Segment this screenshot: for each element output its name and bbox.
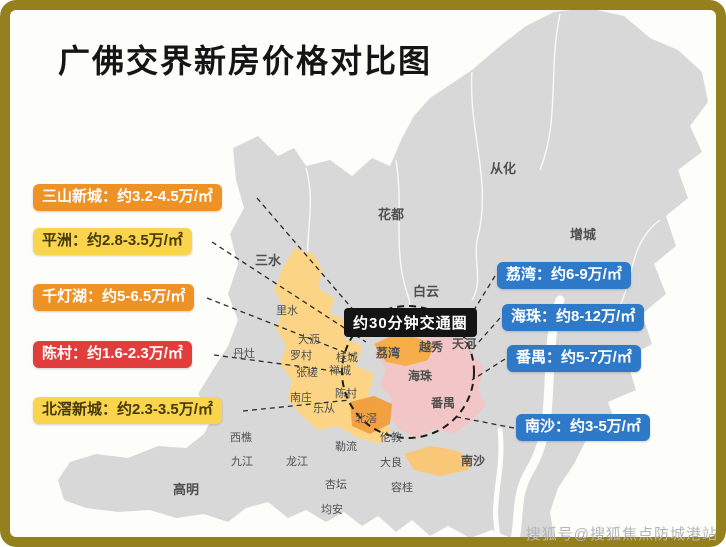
map-region-label: 罗村 (290, 350, 312, 362)
daliang-nansha-highlight (404, 446, 472, 476)
map-region-label: 容桂 (391, 482, 413, 494)
map-region-label: 南庄 (290, 392, 312, 404)
page-title: 广佛交界新房价格对比图 (58, 43, 433, 79)
river-channels (493, 295, 565, 545)
map-region-label: 伦教 (380, 432, 402, 444)
foshan-highlight-region (274, 248, 392, 444)
map-region-label: 天河 (452, 337, 477, 351)
map-region-label: 西樵 (230, 432, 252, 444)
map-region-label: 丹灶 (233, 348, 255, 360)
price-label: 荔湾：约6-9万/㎡ (497, 262, 631, 289)
map-region-label: 九江 (231, 456, 253, 468)
map-region-label: 勒流 (335, 441, 357, 453)
map-region-label: 北滘 (355, 413, 377, 425)
map-region-label: 花都 (378, 207, 405, 222)
map-region-label: 乐从 (313, 403, 335, 415)
price-label: 北滘新城：约2.3-3.5万/㎡ (33, 397, 222, 424)
liwan-yuexiu-highlight (374, 334, 434, 366)
map-region-label: 张槎 (296, 367, 318, 379)
map-region-label: 越秀 (419, 340, 444, 354)
map-region-label: 杏坛 (325, 479, 347, 491)
map-region-label: 陈村 (335, 388, 357, 400)
map-region-label: 白云 (413, 284, 440, 299)
traffic-circle-outline (341, 305, 475, 439)
map-region-label: 增城 (570, 227, 597, 242)
map-region-label: 大良 (380, 457, 402, 469)
map-region-label: 南沙 (461, 454, 486, 468)
price-label: 陈村：约1.6-2.3万/㎡ (33, 341, 192, 368)
map-region-label: 禅城 (329, 365, 351, 377)
price-label: 千灯湖：约5-6.5万/㎡ (33, 284, 195, 311)
map-region-label: 荔湾 (376, 346, 401, 360)
price-label: 三山新城：约3.2-4.5万/㎡ (33, 184, 222, 211)
map-region-label: 番禺 (431, 396, 456, 410)
price-label: 平洲：约2.8-3.5万/㎡ (33, 228, 192, 255)
watermark-text: 搜狐号@搜狐焦点防城港站 (525, 526, 718, 543)
map-region-label: 龙江 (286, 456, 308, 468)
traffic-circle-badge: 约30分钟交通圈 (344, 308, 477, 337)
price-label: 番禺：约5-7万/㎡ (507, 345, 641, 372)
price-label: 海珠：约8-12万/㎡ (502, 304, 645, 331)
map-region-label: 从化 (490, 161, 517, 176)
map-region-label: 海珠 (408, 369, 433, 383)
map-region-label: 桂城 (336, 352, 358, 364)
beijiao-highlight (350, 396, 392, 434)
map-region-label: 大沥 (298, 334, 320, 346)
map-region-label: 里水 (276, 305, 298, 317)
map-region-label: 三水 (255, 253, 282, 268)
price-label: 南沙：约3-5万/㎡ (516, 414, 650, 441)
map-region-label: 高明 (173, 482, 200, 497)
map-region-label: 均安 (321, 504, 343, 516)
